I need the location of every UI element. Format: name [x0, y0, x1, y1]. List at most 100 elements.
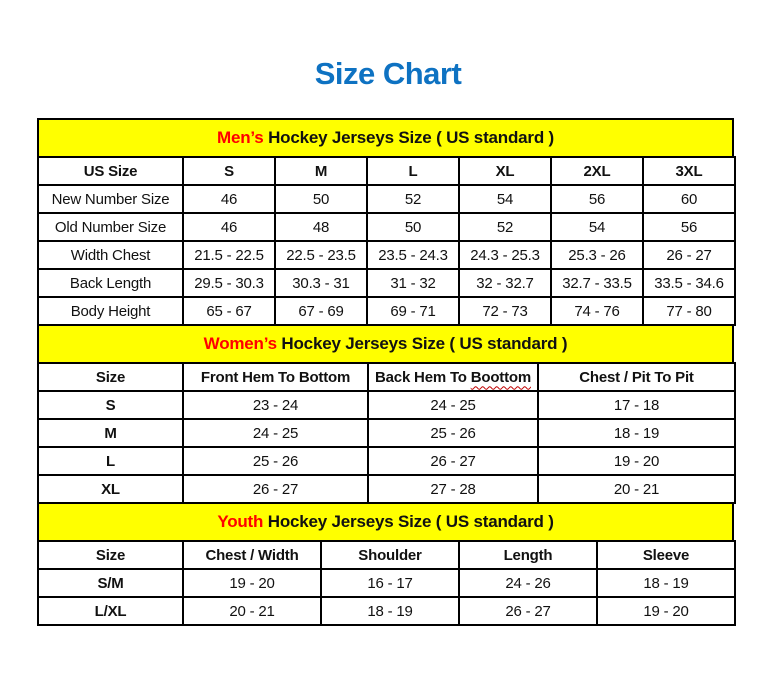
mens-sizes-band: Men’s Hockey Jerseys Size ( US standard …: [37, 118, 734, 158]
table-row: New Number Size 46 50 52 54 56 60: [37, 184, 736, 214]
data-cell: 48: [274, 212, 368, 242]
row-label: L/XL: [37, 596, 184, 626]
data-cell: 26 - 27: [642, 240, 736, 270]
table-row: Old Number Size 46 48 50 52 54 56: [37, 212, 736, 242]
data-cell: 60: [642, 184, 736, 214]
data-cell: 24 - 25: [182, 418, 369, 448]
column-header: Size: [37, 540, 184, 570]
data-cell: 24.3 - 25.3: [458, 240, 552, 270]
column-header: 2XL: [550, 156, 644, 186]
band-highlight: Youth: [217, 512, 264, 531]
mens-sizes-table: US Size S M L XL 2XL 3XL New Number Size 46 50 52 5…: [37, 156, 736, 326]
column-header: M: [274, 156, 368, 186]
column-header: Back Hem To Boottom: [367, 362, 539, 392]
row-label: L: [37, 446, 184, 476]
data-cell: 25 - 26: [182, 446, 369, 476]
data-cell: 65 - 67: [182, 296, 276, 326]
table-row: M 24 - 25 25 - 26 18 - 19: [37, 418, 736, 448]
column-header: Chest / Width: [182, 540, 322, 570]
data-cell: 16 - 17: [320, 568, 460, 598]
table-row: S/M 19 - 20 16 - 17 24 - 26 18 - 19: [37, 568, 736, 598]
band-text: Hockey Jerseys Size ( US standard ): [268, 128, 554, 147]
data-cell: 52: [458, 212, 552, 242]
row-label: Body Height: [37, 296, 184, 326]
data-cell: 20 - 21: [182, 596, 322, 626]
band-text: Hockey Jerseys Size ( US standard ): [281, 334, 568, 353]
data-cell: 18 - 19: [596, 568, 736, 598]
column-header: 3XL: [642, 156, 736, 186]
column-header: Front Hem To Bottom: [182, 362, 369, 392]
data-cell: 18 - 19: [320, 596, 460, 626]
data-cell: 26 - 27: [458, 596, 598, 626]
table-row: S 23 - 24 24 - 25 17 - 18: [37, 390, 736, 420]
column-header: L: [366, 156, 460, 186]
table-row: Back Length 29.5 - 30.3 30.3 - 31 31 - 32 32…: [37, 268, 736, 298]
data-cell: 24 - 26: [458, 568, 598, 598]
column-header: Size: [37, 362, 184, 392]
womens-sizes-band: Women’s Hockey Jerseys Size ( US standar…: [37, 324, 734, 364]
data-cell: 69 - 71: [366, 296, 460, 326]
youth-sizes-header-row: Size Chest / Width Shoulder Length Sleeve: [37, 540, 736, 570]
data-cell: 24 - 25: [367, 390, 539, 420]
data-cell: 27 - 28: [367, 474, 539, 504]
column-header: S: [182, 156, 276, 186]
youth-sizes-section: Youth Hockey Jerseys Size ( US standard …: [37, 502, 736, 626]
data-cell: 19 - 20: [182, 568, 322, 598]
row-label: M: [37, 418, 184, 448]
data-cell: 67 - 69: [274, 296, 368, 326]
data-cell: 25 - 26: [367, 418, 539, 448]
data-cell: 25.3 - 26: [550, 240, 644, 270]
column-header: Length: [458, 540, 598, 570]
data-cell: 54: [458, 184, 552, 214]
row-label: Back Length: [37, 268, 184, 298]
mens-sizes-section: Men’s Hockey Jerseys Size ( US standard …: [37, 118, 736, 326]
data-cell: 56: [550, 184, 644, 214]
band-highlight: Women’s: [203, 334, 277, 353]
data-cell: 21.5 - 22.5: [182, 240, 276, 270]
table-row: L 25 - 26 26 - 27 19 - 20: [37, 446, 736, 476]
row-label: Old Number Size: [37, 212, 184, 242]
mens-sizes-header-row: US Size S M L XL 2XL 3XL: [37, 156, 736, 186]
data-cell: 18 - 19: [537, 418, 736, 448]
table-row: Body Height 65 - 67 67 - 69 69 - 71 72 - 73 7…: [37, 296, 736, 326]
table-row: Width Chest 21.5 - 22.5 22.5 - 23.5 23.5 - …: [37, 240, 736, 270]
data-cell: 22.5 - 23.5: [274, 240, 368, 270]
row-label: New Number Size: [37, 184, 184, 214]
table-row: XL 26 - 27 27 - 28 20 - 21: [37, 474, 736, 504]
data-cell: 17 - 18: [537, 390, 736, 420]
data-cell: 23 - 24: [182, 390, 369, 420]
data-cell: 26 - 27: [182, 474, 369, 504]
data-cell: 32 - 32.7: [458, 268, 552, 298]
data-cell: 54: [550, 212, 644, 242]
womens-sizes-section: Women’s Hockey Jerseys Size ( US standar…: [37, 324, 736, 504]
data-cell: 46: [182, 212, 276, 242]
data-cell: 31 - 32: [366, 268, 460, 298]
data-cell: 56: [642, 212, 736, 242]
column-header: Shoulder: [320, 540, 460, 570]
table-row: L/XL 20 - 21 18 - 19 26 - 27 19 - 20: [37, 596, 736, 626]
data-cell: 50: [366, 212, 460, 242]
data-cell: 46: [182, 184, 276, 214]
data-cell: 20 - 21: [537, 474, 736, 504]
row-label: S: [37, 390, 184, 420]
row-label: S/M: [37, 568, 184, 598]
band-highlight: Men’s: [216, 128, 264, 147]
data-cell: 29.5 - 30.3: [182, 268, 276, 298]
data-cell: 72 - 73: [458, 296, 552, 326]
data-cell: 23.5 - 24.3: [366, 240, 460, 270]
row-label: Width Chest: [37, 240, 184, 270]
data-cell: 19 - 20: [537, 446, 736, 476]
band-text: Hockey Jerseys Size ( US standard ): [267, 512, 554, 531]
youth-sizes-table: Size Chest / Width Shoulder Length Sleeve S/M…: [37, 540, 736, 626]
size-chart: Men’s Hockey Jerseys Size ( US standard …: [37, 118, 736, 626]
column-header: US Size: [37, 156, 184, 186]
youth-sizes-band: Youth Hockey Jerseys Size ( US standard …: [37, 502, 734, 542]
data-cell: 19 - 20: [596, 596, 736, 626]
row-label: XL: [37, 474, 184, 504]
data-cell: 32.7 - 33.5: [550, 268, 644, 298]
misspelled-word: Boottom: [470, 368, 531, 386]
data-cell: 50: [274, 184, 368, 214]
column-header: Sleeve: [596, 540, 736, 570]
womens-sizes-header-row: Size Front Hem To Bottom Back Hem To Boott…: [37, 362, 736, 392]
data-cell: 26 - 27: [367, 446, 539, 476]
